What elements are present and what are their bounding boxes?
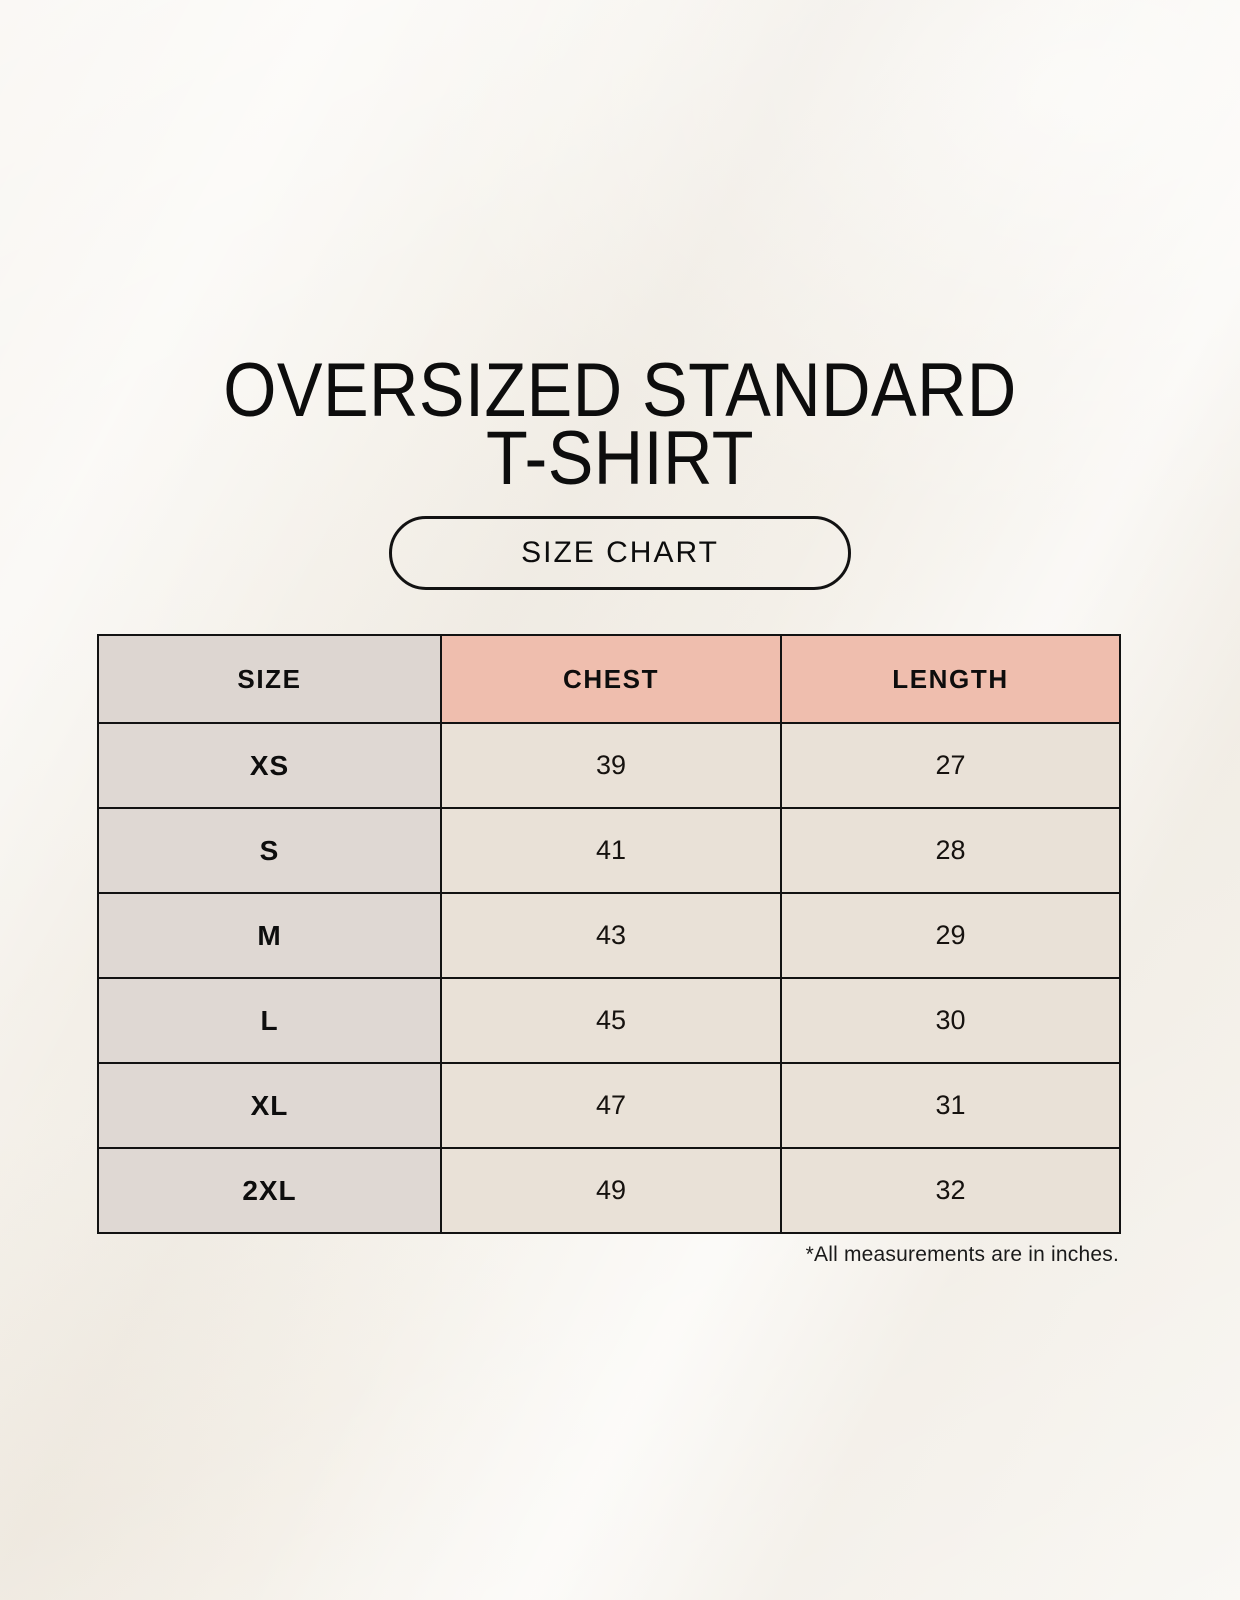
cell-size: 2XL xyxy=(97,1147,442,1234)
table-row: L 45 30 xyxy=(97,977,1121,1064)
size-chart-badge: SIZE CHART xyxy=(389,516,851,590)
cell-length: 32 xyxy=(780,1147,1121,1234)
size-chart-badge-container: SIZE CHART xyxy=(0,516,1240,590)
cell-chest: 47 xyxy=(440,1062,782,1149)
column-header-chest: CHEST xyxy=(440,634,782,724)
page-title: OVERSIZED STANDARD T-SHIRT xyxy=(223,347,1017,501)
cell-chest: 43 xyxy=(440,892,782,979)
table-row: XS 39 27 xyxy=(97,722,1121,809)
table-row: S 41 28 xyxy=(97,807,1121,894)
cell-chest: 49 xyxy=(440,1147,782,1234)
cell-size: M xyxy=(97,892,442,979)
measurement-note: *All measurements are in inches. xyxy=(805,1243,1119,1266)
cell-size: XS xyxy=(97,722,442,809)
table-row: M 43 29 xyxy=(97,892,1121,979)
cell-chest: 41 xyxy=(440,807,782,894)
cell-length: 31 xyxy=(780,1062,1121,1149)
table-header-row: SIZE CHEST LENGTH xyxy=(97,634,1121,724)
cell-size: L xyxy=(97,977,442,1064)
table-body: XS 39 27 S 41 28 M 43 29 L xyxy=(97,722,1121,1234)
table-row: XL 47 31 xyxy=(97,1062,1121,1149)
size-chart-table: SIZE CHEST LENGTH XS 39 27 S 41 28 xyxy=(97,634,1121,1234)
cell-length: 29 xyxy=(780,892,1121,979)
cell-length: 30 xyxy=(780,977,1121,1064)
table-header: SIZE CHEST LENGTH xyxy=(97,634,1121,724)
table-row: 2XL 49 32 xyxy=(97,1147,1121,1234)
column-header-size: SIZE xyxy=(97,634,442,724)
cell-chest: 45 xyxy=(440,977,782,1064)
column-header-length: LENGTH xyxy=(780,634,1121,724)
cell-chest: 39 xyxy=(440,722,782,809)
cell-size: S xyxy=(97,807,442,894)
cell-length: 27 xyxy=(780,722,1121,809)
cell-size: XL xyxy=(97,1062,442,1149)
size-chart-table-container: SIZE CHEST LENGTH XS 39 27 S 41 28 xyxy=(97,634,1121,1234)
size-chart-badge-label: SIZE CHART xyxy=(521,536,719,569)
cell-length: 28 xyxy=(780,807,1121,894)
